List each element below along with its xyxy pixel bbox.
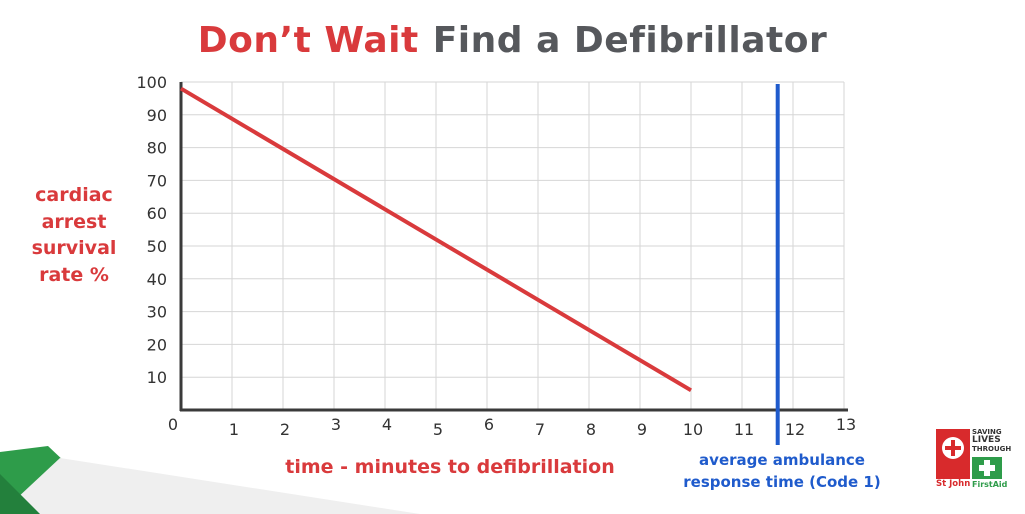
y-tick-label: 90	[147, 106, 167, 125]
title-part-2: Find a Defibrillator	[432, 20, 828, 61]
reference-label-line: response time (Code 1)	[683, 472, 881, 491]
y-tick-label: 100	[136, 73, 167, 92]
logo-line-3: THROUGH	[972, 444, 1012, 453]
y-tick-label: 80	[147, 139, 167, 158]
series-line	[179, 86, 693, 393]
grey-triangle	[0, 458, 420, 514]
y-axis-label-line: arrest	[41, 210, 107, 233]
x-tick-label: 6	[484, 415, 494, 434]
y-axis-label-line: rate %	[39, 263, 109, 286]
y-tick-label: 10	[147, 368, 167, 387]
y-axis-label: cardiac arrest survival rate %	[22, 182, 126, 288]
x-tick-label: 4	[382, 415, 392, 434]
x-tick-label: 13	[836, 415, 856, 434]
x-tick-label: 8	[586, 420, 596, 439]
logo-line-2: LIVES	[972, 435, 1001, 446]
x-tick-label: 7	[535, 420, 545, 439]
page-title: Don’t Wait Find a Defibrillator	[0, 20, 1025, 61]
st-john-logo: St John SAVING LIVES THROUGH FirstAid	[936, 428, 1012, 491]
y-tick-label: 40	[147, 270, 167, 289]
chart-series	[179, 86, 693, 393]
x-tick-label: 10	[683, 420, 703, 439]
reference-line-label: average ambulance response time (Code 1)	[668, 450, 896, 494]
x-tick-label: 3	[331, 415, 341, 434]
y-tick-label: 60	[147, 204, 167, 223]
logo-first-aid: FirstAid	[972, 480, 1008, 489]
x-tick-label: 11	[734, 420, 754, 439]
title-part-1: Don’t Wait	[197, 20, 419, 61]
x-tick-label: 2	[280, 420, 290, 439]
chart-grid	[181, 81, 845, 410]
first-aid-cross-icon	[972, 457, 1002, 479]
reference-label-line: average ambulance	[699, 451, 865, 469]
y-tick-label: 20	[147, 335, 167, 354]
dark-green-triangle	[0, 474, 40, 514]
logo-tagline: SAVING LIVES THROUGH	[972, 428, 1012, 453]
x-tick-label: 0	[168, 415, 178, 434]
x-tick-label: 9	[637, 420, 647, 439]
y-tick-label: 50	[147, 237, 167, 256]
st-john-cross-icon	[936, 429, 970, 479]
y-axis-label-line: survival	[31, 237, 117, 260]
logo-line-1: SAVING	[972, 428, 1002, 436]
x-tick-label: 12	[785, 420, 805, 439]
decorative-corner-shape	[0, 446, 420, 514]
y-tick-label: 70	[147, 171, 167, 190]
y-axis-label-line: cardiac	[35, 184, 113, 206]
logo-name: St John	[936, 479, 971, 489]
x-tick-label: 5	[433, 420, 443, 439]
y-tick-label: 30	[147, 303, 167, 322]
chart-axes	[179, 82, 848, 412]
x-axis-label: time - minutes to defibrillation	[285, 456, 615, 478]
x-tick-label: 1	[229, 420, 239, 439]
